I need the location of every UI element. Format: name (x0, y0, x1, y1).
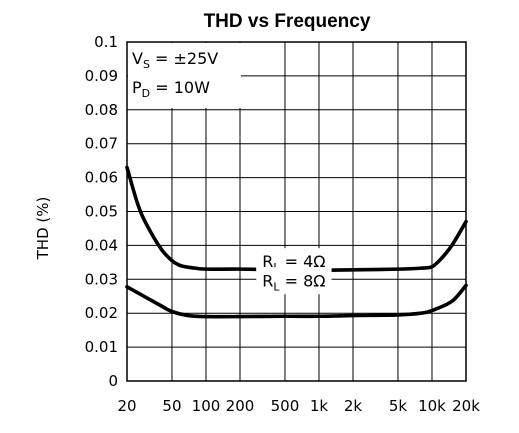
condition-vs: VS = ±25V (132, 49, 218, 71)
x-tick-label: 1k (310, 397, 329, 415)
y-axis-label: THD (%) (34, 197, 52, 261)
y-tick-labels: 0 0.01 0.02 0.03 0.04 0.05 0.06 0.07 0.08 0.09 0.1 (85, 33, 118, 390)
chart-title: THD vs Frequency (204, 11, 371, 32)
x-tick-label: 100 (192, 397, 221, 415)
y-tick-label: 0.04 (85, 236, 118, 254)
x-tick-label: 10k (418, 397, 446, 415)
plot-frame (126, 41, 467, 382)
y-tick-label: 0.1 (94, 33, 118, 51)
y-tick-label: 0.06 (85, 169, 118, 187)
conditions-box: VS = ±25V PD = 10W (128, 43, 241, 108)
x-tick-label: 200 (226, 397, 255, 415)
y-tick-label: 0.08 (85, 101, 118, 119)
x-tick-label: 500 (271, 397, 300, 415)
x-tick-label: 50 (162, 397, 181, 415)
y-tick-label: 0.01 (85, 338, 118, 356)
y-tick-label: 0.07 (85, 135, 118, 153)
y-tick-label: 0.03 (85, 270, 118, 288)
y-tick-label: 0.02 (85, 304, 118, 322)
series-label-2: RL = 8Ω (262, 271, 325, 293)
series-lines (125, 165, 468, 319)
x-tick-label: 20 (117, 397, 136, 415)
x-tick-label: 20k (452, 397, 480, 415)
y-tick-label: 0.05 (85, 203, 118, 221)
y-tick-label: 0 (108, 372, 118, 390)
series-label-bg (256, 267, 332, 295)
x-tick-labels: 20 50 100 200 500 1k 2k 5k 10k 20k (117, 397, 480, 415)
x-tick-label: 2k (344, 397, 363, 415)
series-line-2 (125, 283, 468, 319)
x-tick-label: 5k (389, 397, 408, 415)
y-tick-label: 0.09 (85, 67, 118, 85)
condition-pd: PD = 10W (132, 78, 210, 100)
